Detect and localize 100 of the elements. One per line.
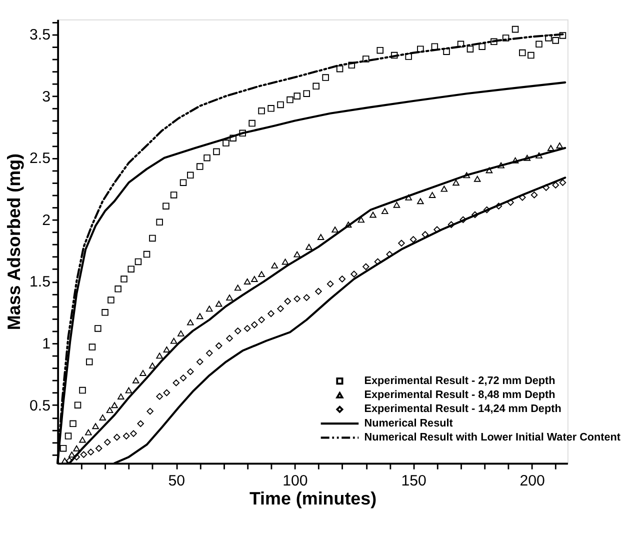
point [545,34,552,42]
point [163,389,170,396]
point [452,180,460,186]
point [552,182,559,188]
point [149,362,156,369]
point [196,358,204,366]
point [244,325,251,332]
legend-label: Experimental Result - 8,48 mm Depth [364,389,556,402]
point [547,144,554,151]
point [187,172,194,179]
point [92,423,99,430]
point [215,300,222,307]
point [114,286,122,292]
point [417,198,424,204]
point [463,172,470,178]
point [156,352,163,359]
point [85,429,92,436]
point [277,101,284,108]
point [132,377,140,384]
point [187,368,194,376]
y-tick-label: 2 [42,212,51,229]
point [294,251,300,258]
point [125,387,132,394]
point [294,92,300,100]
point [528,52,534,59]
point [478,43,486,50]
point [405,194,412,200]
point [163,346,170,352]
point [95,444,102,452]
point [68,452,76,458]
point [80,451,88,458]
point [405,53,412,60]
point [277,305,284,312]
point [315,288,322,295]
point [222,140,230,146]
point [244,278,251,284]
point [376,46,384,54]
point [338,276,346,282]
point [258,271,265,278]
point [370,212,376,218]
point [156,218,163,226]
point [530,192,538,198]
point [303,294,310,301]
point [140,370,146,376]
point [284,298,292,305]
point [61,458,68,464]
point [73,445,80,452]
point [422,231,429,238]
legend-label: Numerical Result [364,417,454,430]
point [466,46,474,52]
point [512,157,519,164]
point [64,432,72,440]
point [99,414,106,420]
point [303,90,310,97]
point [134,258,142,266]
point [170,338,178,344]
point [226,294,233,301]
y-tick-label: 0.5 [30,397,51,414]
point [108,296,114,304]
x-tick-label: 150 [401,472,426,490]
point [362,263,370,270]
y-tick-label: 3.5 [30,26,51,44]
point [74,402,82,408]
point [552,37,559,44]
point [317,234,324,240]
point [258,316,265,324]
point [196,313,204,320]
point [431,43,438,50]
point [143,250,150,258]
point [286,96,294,104]
point [322,74,329,81]
point [536,40,542,48]
point [70,420,76,428]
point [180,179,187,186]
point [104,438,111,446]
point [559,179,566,186]
point [536,152,542,158]
point [86,358,93,366]
point [137,420,144,428]
point [271,262,278,268]
point [428,192,436,198]
point [524,154,531,161]
x-tick-label: 100 [282,472,308,490]
point [120,276,128,282]
point [146,408,154,415]
point [206,350,213,357]
point [498,162,504,168]
point [230,134,236,142]
point [326,280,334,288]
point [79,436,86,443]
point [559,32,566,39]
point [251,321,258,328]
point [79,386,86,394]
point [486,167,493,174]
point [122,432,130,440]
point [156,393,163,400]
point [234,328,242,334]
point [556,142,564,149]
point [306,244,312,250]
point [512,26,519,33]
